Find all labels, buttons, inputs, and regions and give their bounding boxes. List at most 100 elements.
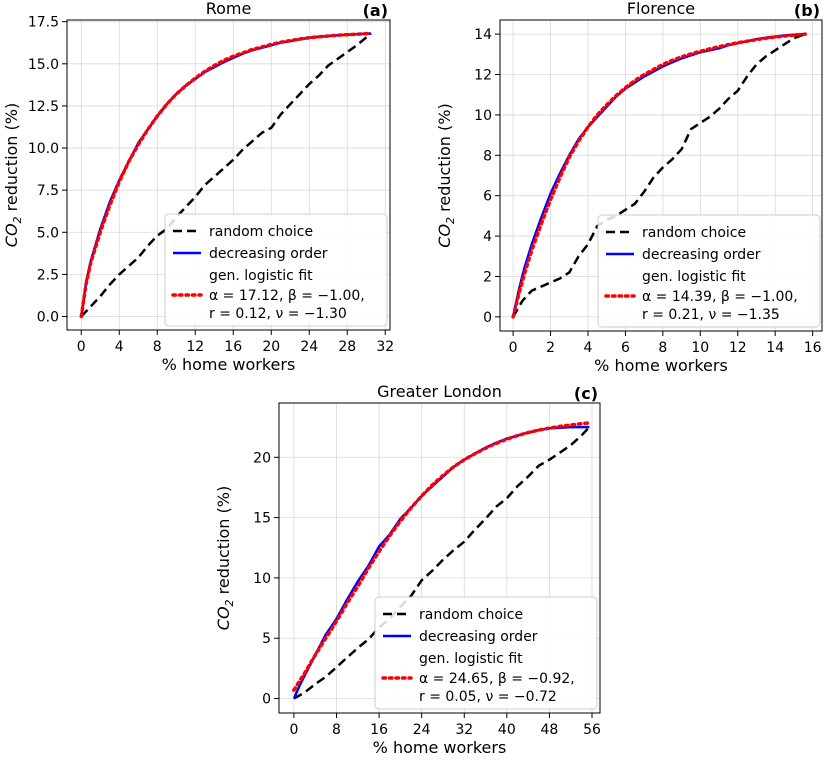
- y-axis-label: CO2 reduction (%): [214, 486, 236, 630]
- legend-fit-params: r = 0.05, ν = −0.72: [419, 689, 557, 705]
- y-tick-label: 0.0: [37, 310, 59, 326]
- x-tick-label: 10: [691, 340, 709, 356]
- x-tick-label: 8: [658, 340, 667, 356]
- y-label-rest: reduction (%): [435, 103, 454, 217]
- legend-label: decreasing order: [419, 629, 538, 645]
- x-tick-label: 4: [115, 339, 124, 355]
- plot-frame: [278, 402, 601, 714]
- legend-label: gen. logistic fit: [209, 268, 313, 284]
- y-tick-label: 7.5: [37, 183, 59, 199]
- legend-label: decreasing order: [209, 246, 328, 262]
- x-tick-label: 16: [224, 339, 242, 355]
- series-line-random-choice: [293, 426, 591, 700]
- x-tick-label: 8: [332, 722, 341, 738]
- series-line-gen-logistic-fit: [79, 31, 373, 319]
- y-tick-label: 2.5: [37, 267, 59, 283]
- legend-fit-params: α = 14.39, β = −1.00,: [642, 289, 798, 305]
- x-tick-label: 16: [370, 722, 388, 738]
- x-tick-label: 20: [262, 339, 280, 355]
- series-line-gen-logistic-fit: [511, 32, 807, 319]
- x-tick-label: 16: [804, 340, 822, 356]
- y-tick-label: 15.0: [28, 57, 59, 73]
- legend: random choice decreasing order gen. logist…: [374, 596, 598, 710]
- x-tick-label: 24: [300, 339, 318, 355]
- plot-frame: [66, 19, 391, 331]
- y-tick-label: 0: [483, 310, 492, 326]
- y-label-co: CO: [2, 223, 21, 247]
- y-tick-label: 10: [253, 571, 271, 587]
- y-tick-label: 10: [474, 108, 492, 124]
- y-tick-label: 8: [483, 148, 492, 164]
- y-tick-label: 2: [483, 269, 492, 285]
- legend-box: [597, 214, 821, 328]
- y-tick-label: 15: [253, 511, 271, 527]
- y-label-subscript: 2: [223, 599, 236, 606]
- y-label-subscript: 2: [11, 216, 24, 223]
- y-tick-label: 10.0: [28, 141, 59, 157]
- x-axis-label: % home workers: [594, 356, 728, 375]
- chart-panel-3: 0 8 16 24 32 40 48 56 0 5 10 15 20 Greater London (c)%…: [214, 382, 601, 757]
- x-tick-label: 0: [509, 340, 518, 356]
- chart-panel-2: 0 2 4 6 8 10 12 14 16 0 2 4 6 8 10 12 14 Florence (b) % hom…: [435, 0, 823, 375]
- x-tick-label: 2: [546, 340, 555, 356]
- x-tick-label: 6: [621, 340, 630, 356]
- x-tick-label: 0: [77, 339, 86, 355]
- x-tick-label: 4: [584, 340, 593, 356]
- y-tick-label: 14: [474, 27, 492, 43]
- x-axis-label: % home workers: [373, 738, 507, 757]
- y-axis-label: CO2 reduction (%): [435, 103, 457, 247]
- chart-title: Rome: [206, 0, 252, 18]
- x-tick-label: 28: [338, 339, 356, 355]
- legend-label: random choice: [419, 607, 523, 623]
- x-tick-label: 40: [498, 722, 516, 738]
- legend-fit-params: α = 24.65, β = −0.92,: [419, 671, 575, 687]
- legend-label: gen. logistic fit: [419, 651, 523, 667]
- x-tick-label: 32: [455, 722, 473, 738]
- plot-frame: [499, 19, 823, 332]
- legend: random choice decreasing order gen. logist…: [164, 213, 388, 327]
- legend-label: gen. logistic fit: [642, 269, 746, 285]
- legend: random choice decreasing order gen. logist…: [597, 214, 821, 328]
- x-axis-label: % home workers: [162, 355, 296, 374]
- y-tick-label: 0: [262, 692, 271, 708]
- legend-label: decreasing order: [642, 247, 761, 263]
- y-label-subscript: 2: [444, 217, 457, 224]
- series-line-random-choice: [80, 32, 372, 318]
- legend-fit-params: r = 0.21, ν = −1.35: [642, 307, 780, 323]
- x-tick-label: 12: [186, 339, 204, 355]
- legend-box: [374, 596, 598, 710]
- y-axis-label: CO2 reduction (%): [2, 103, 24, 247]
- x-tick-label: 48: [541, 722, 559, 738]
- legend-label: random choice: [642, 225, 746, 241]
- y-tick-label: 5.0: [37, 225, 59, 241]
- y-tick-label: 4: [483, 229, 492, 245]
- y-label-co: CO: [214, 606, 233, 630]
- series-line-gen-logistic-fit: [292, 421, 592, 692]
- y-tick-label: 12.5: [28, 99, 59, 115]
- chart-title: Florence: [627, 0, 695, 18]
- x-tick-label: 24: [413, 722, 431, 738]
- x-tick-label: 8: [153, 339, 162, 355]
- y-label-rest: reduction (%): [2, 103, 21, 217]
- y-tick-label: 12: [474, 68, 492, 84]
- y-label-rest: reduction (%): [214, 486, 233, 600]
- x-tick-label: 32: [376, 339, 394, 355]
- x-tick-label: 0: [289, 722, 298, 738]
- legend-label: random choice: [209, 224, 313, 240]
- panel-letter: (c): [574, 384, 598, 403]
- y-label-co: CO: [435, 224, 454, 248]
- y-tick-label: 17.5: [28, 15, 59, 31]
- legend-fit-params: α = 17.12, β = −1.00,: [209, 288, 365, 304]
- panel-letter: (a): [363, 1, 388, 20]
- legend-box: [164, 213, 388, 327]
- x-tick-label: 56: [583, 722, 601, 738]
- panel-letter: (b): [794, 1, 820, 20]
- y-tick-label: 5: [262, 631, 271, 647]
- chart-title: Greater London: [377, 382, 502, 401]
- y-tick-label: 6: [483, 189, 492, 205]
- legend-fit-params: r = 0.12, ν = −1.30: [209, 306, 347, 322]
- x-tick-label: 12: [729, 340, 747, 356]
- series-line-random-choice: [512, 32, 806, 318]
- y-tick-label: 20: [253, 450, 271, 466]
